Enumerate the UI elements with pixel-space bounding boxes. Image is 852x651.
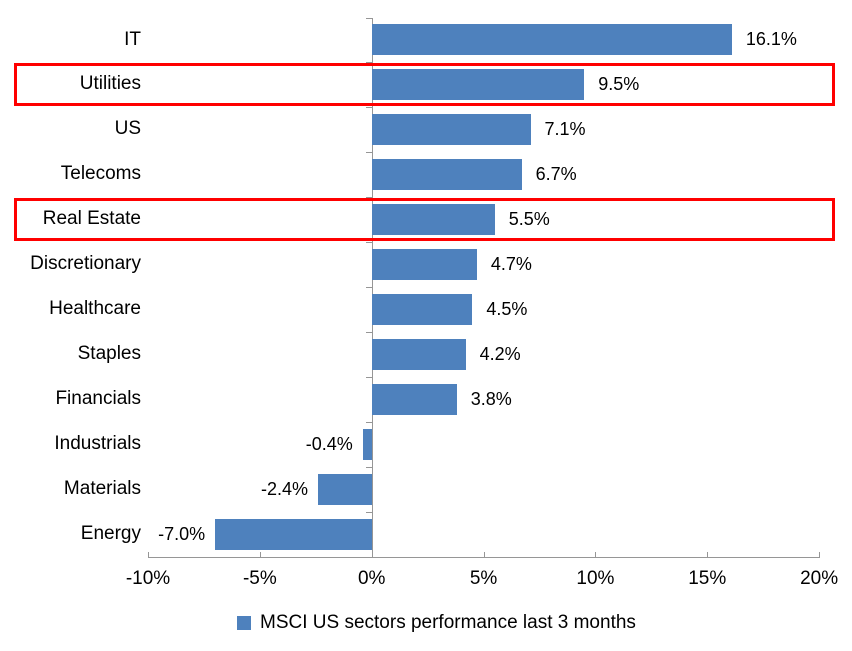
x-tick — [371, 552, 373, 557]
bar-value-label: -2.4% — [260, 479, 308, 500]
bar — [371, 114, 531, 146]
bar — [371, 294, 473, 326]
category-tick — [365, 422, 372, 424]
category-tick — [365, 287, 372, 289]
category-label: Energy — [80, 523, 141, 545]
bar — [318, 474, 372, 506]
x-axis-line — [148, 557, 820, 558]
bar-value-label: 6.7% — [535, 164, 577, 185]
category-tick — [365, 377, 372, 379]
x-tick-label: 20% — [800, 568, 839, 589]
x-tick — [707, 552, 709, 557]
x-tick — [819, 552, 821, 557]
bar — [371, 159, 522, 191]
category-tick — [365, 17, 372, 19]
category-label: Industrials — [54, 433, 141, 455]
bar — [362, 429, 372, 461]
category-label: Utilities — [79, 73, 141, 95]
x-tick — [148, 552, 149, 557]
bar-value-label: 4.2% — [479, 344, 521, 365]
legend-label: MSCI US sectors performance last 3 month… — [260, 612, 636, 633]
x-tick-label: 10% — [576, 568, 615, 589]
bar — [371, 24, 732, 56]
category-tick — [365, 152, 372, 154]
x-tick-label: -5% — [242, 568, 277, 589]
category-label: Financials — [55, 388, 141, 410]
x-tick-label: 0% — [357, 568, 386, 589]
legend-marker-square-icon — [237, 616, 251, 630]
category-label: Materials — [63, 478, 141, 500]
bar-value-label: 5.5% — [508, 209, 550, 230]
x-tick-label: 15% — [688, 568, 727, 589]
x-tick — [595, 552, 597, 557]
category-label: Staples — [77, 343, 141, 365]
category-tick — [365, 332, 372, 334]
category-tick — [365, 467, 372, 469]
category-tick — [365, 107, 372, 109]
bar-value-label: 7.1% — [544, 119, 586, 140]
category-tick — [365, 512, 372, 514]
x-tick — [483, 552, 485, 557]
zero-axis-line — [371, 17, 373, 557]
bar — [371, 339, 466, 371]
bar-value-label: 4.5% — [486, 299, 528, 320]
highlight-box — [14, 197, 835, 241]
bar — [371, 384, 457, 416]
bar — [371, 204, 495, 236]
chart-legend: MSCI US sectors performance last 3 month… — [237, 610, 636, 636]
highlight-box — [14, 62, 835, 106]
bar — [215, 519, 372, 551]
category-label: Telecoms — [60, 163, 141, 185]
bar-value-label: 16.1% — [745, 29, 797, 50]
bar-value-label: -0.4% — [305, 434, 353, 455]
x-tick — [259, 552, 261, 557]
bar-value-label: -7.0% — [158, 524, 206, 545]
category-label: Real Estate — [42, 208, 141, 230]
category-label: IT — [124, 28, 141, 50]
x-tick-label: 5% — [469, 568, 498, 589]
bar-value-label: 3.8% — [470, 389, 512, 410]
bar-value-label: 4.7% — [490, 254, 532, 275]
bar — [371, 69, 585, 101]
category-label: Discretionary — [30, 253, 141, 275]
bar — [371, 249, 477, 281]
x-tick-label: -10% — [125, 568, 171, 589]
category-label: Healthcare — [49, 298, 141, 320]
bar-value-label: 9.5% — [598, 74, 640, 95]
category-tick — [365, 242, 372, 244]
category-label: US — [114, 118, 141, 140]
